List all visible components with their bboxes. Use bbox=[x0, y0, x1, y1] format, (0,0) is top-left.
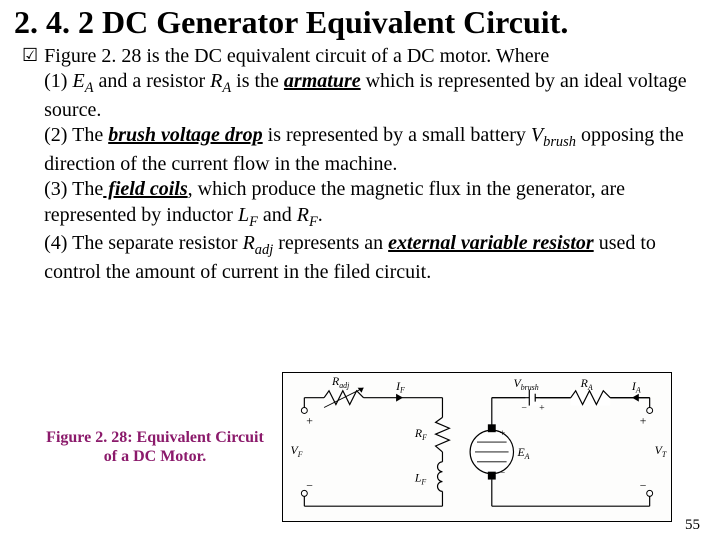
p3-LF: L bbox=[238, 204, 249, 226]
svg-text:−: − bbox=[500, 468, 506, 479]
p2-V: V bbox=[531, 124, 543, 146]
svg-text:LF: LF bbox=[414, 471, 427, 487]
svg-text:−: − bbox=[521, 402, 527, 413]
svg-text:+: + bbox=[500, 428, 506, 439]
svg-text:+: + bbox=[539, 402, 545, 413]
content-block: ☑ Figure 2. 28 is the DC equivalent circ… bbox=[0, 40, 720, 286]
p1-EA: E bbox=[72, 70, 84, 92]
p2-mid: is represented by a small battery bbox=[263, 124, 531, 146]
figure-caption: Figure 2. 28: Equivalent Circuit of a DC… bbox=[40, 428, 270, 466]
p1-RAsub: A bbox=[222, 80, 231, 96]
svg-text:+: + bbox=[306, 413, 313, 427]
intro-text: Figure 2. 28 is the DC equivalent circui… bbox=[44, 45, 549, 67]
p1-pre: (1) bbox=[44, 70, 72, 92]
svg-text:RA: RA bbox=[580, 376, 593, 392]
figure-row: Figure 2. 28: Equivalent Circuit of a DC… bbox=[0, 372, 720, 522]
p3-fc: field coils bbox=[103, 178, 187, 200]
page-number: 55 bbox=[685, 517, 700, 534]
svg-text:IF: IF bbox=[395, 379, 405, 395]
svg-text:−: − bbox=[306, 478, 313, 492]
p3-end: . bbox=[318, 204, 323, 226]
p4-R: R bbox=[243, 232, 255, 254]
section-heading: 2. 4. 2 DC Generator Equivalent Circuit. bbox=[0, 0, 720, 40]
body-text: Figure 2. 28 is the DC equivalent circui… bbox=[44, 44, 702, 286]
p1-RA: R bbox=[210, 70, 222, 92]
checkbox-icon: ☑ bbox=[22, 44, 38, 67]
svg-text:IA: IA bbox=[631, 379, 641, 395]
p2-bvd: brush voltage drop bbox=[108, 124, 262, 146]
svg-text:EA: EA bbox=[516, 445, 529, 461]
svg-text:VT: VT bbox=[655, 443, 667, 459]
svg-text:Radj: Radj bbox=[331, 374, 349, 390]
p4-mid: represents an bbox=[273, 232, 388, 254]
p3-pre: (3) The bbox=[44, 178, 103, 200]
p3-and: and bbox=[258, 204, 297, 226]
p3-RF: R bbox=[297, 204, 309, 226]
svg-text:RF: RF bbox=[414, 426, 427, 442]
p1-mid2: is the bbox=[231, 70, 284, 92]
p3-LFs: F bbox=[249, 214, 258, 230]
svg-text:+: + bbox=[640, 413, 647, 427]
p1-armature: armature bbox=[284, 70, 361, 92]
p2-Vsub: brush bbox=[543, 134, 576, 150]
p1-mid1: and a resistor bbox=[93, 70, 210, 92]
p2-pre: (2) The bbox=[44, 124, 108, 146]
svg-text:VF: VF bbox=[291, 443, 303, 459]
p4-Rs: adj bbox=[255, 242, 273, 258]
p4-pre: (4) The separate resistor bbox=[44, 232, 242, 254]
circuit-diagram: Radj IF RF LF VF + − bbox=[282, 372, 672, 522]
svg-text:Vbrush: Vbrush bbox=[514, 376, 539, 392]
svg-text:−: − bbox=[640, 478, 647, 492]
p4-evr: external variable resistor bbox=[388, 232, 594, 254]
p3-RFs: F bbox=[309, 214, 318, 230]
